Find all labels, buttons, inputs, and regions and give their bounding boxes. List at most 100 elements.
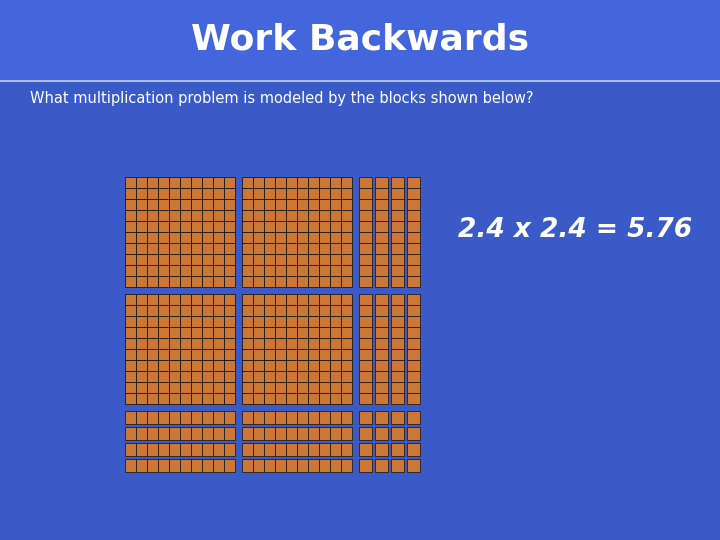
Bar <box>136 188 147 199</box>
Bar <box>319 349 330 360</box>
Bar <box>330 316 341 327</box>
Bar <box>180 360 191 371</box>
Bar <box>147 243 158 254</box>
Bar <box>359 305 372 316</box>
Bar <box>407 188 420 199</box>
Bar <box>391 443 404 456</box>
Bar <box>391 243 404 254</box>
Bar <box>297 360 308 371</box>
Bar <box>202 232 213 243</box>
Bar <box>242 243 253 254</box>
Bar <box>359 177 372 188</box>
Bar <box>136 443 147 456</box>
Bar <box>319 371 330 382</box>
Bar <box>202 411 213 424</box>
Bar <box>180 265 191 276</box>
Bar <box>264 459 275 472</box>
Bar <box>125 294 136 305</box>
Bar <box>253 177 264 188</box>
Bar <box>297 327 308 338</box>
Text: 2.4 x 2.4 = 5.76: 2.4 x 2.4 = 5.76 <box>458 217 692 243</box>
Bar <box>169 276 180 287</box>
Bar <box>158 382 169 393</box>
Bar <box>180 443 191 456</box>
Bar <box>391 199 404 210</box>
Bar <box>286 294 297 305</box>
Bar <box>359 199 372 210</box>
Bar <box>297 254 308 265</box>
Bar <box>264 305 275 316</box>
Bar <box>213 393 224 404</box>
Bar <box>407 265 420 276</box>
Bar <box>242 294 253 305</box>
Text: Work Backwards: Work Backwards <box>191 23 529 57</box>
Bar <box>264 210 275 221</box>
Bar <box>202 427 213 440</box>
Bar <box>253 371 264 382</box>
Bar <box>125 411 136 424</box>
Bar <box>253 265 264 276</box>
Bar <box>169 360 180 371</box>
Bar <box>286 199 297 210</box>
Bar <box>319 210 330 221</box>
Bar <box>297 221 308 232</box>
Bar <box>286 382 297 393</box>
Bar <box>191 243 202 254</box>
Bar <box>341 371 352 382</box>
Bar <box>391 411 404 424</box>
Bar <box>253 459 264 472</box>
Bar <box>242 232 253 243</box>
Bar <box>319 177 330 188</box>
Bar <box>147 459 158 472</box>
Bar <box>169 382 180 393</box>
Bar <box>286 338 297 349</box>
Bar <box>125 243 136 254</box>
Bar <box>308 411 319 424</box>
Bar <box>375 360 388 371</box>
Bar <box>407 360 420 371</box>
Bar <box>147 305 158 316</box>
Bar <box>407 393 420 404</box>
Bar <box>308 254 319 265</box>
Bar <box>359 232 372 243</box>
Bar <box>125 382 136 393</box>
Bar <box>169 305 180 316</box>
Bar <box>375 327 388 338</box>
Bar <box>341 338 352 349</box>
Bar <box>158 177 169 188</box>
Bar <box>297 411 308 424</box>
Bar <box>375 443 388 456</box>
Bar <box>147 232 158 243</box>
Bar <box>191 360 202 371</box>
Bar <box>407 382 420 393</box>
Bar <box>180 316 191 327</box>
Bar <box>319 254 330 265</box>
Bar <box>224 243 235 254</box>
Bar <box>275 294 286 305</box>
Bar <box>253 393 264 404</box>
Bar <box>286 411 297 424</box>
Bar <box>341 360 352 371</box>
Bar <box>407 294 420 305</box>
Bar <box>275 177 286 188</box>
Bar <box>180 177 191 188</box>
Bar <box>275 316 286 327</box>
Bar <box>224 188 235 199</box>
Bar <box>224 443 235 456</box>
Bar <box>180 459 191 472</box>
Bar <box>169 294 180 305</box>
Bar <box>191 305 202 316</box>
Bar <box>202 254 213 265</box>
Bar <box>191 459 202 472</box>
Bar <box>202 360 213 371</box>
Bar <box>242 338 253 349</box>
Bar <box>407 243 420 254</box>
Bar <box>158 254 169 265</box>
Bar <box>407 411 420 424</box>
Bar <box>275 265 286 276</box>
Bar <box>180 411 191 424</box>
Bar <box>224 393 235 404</box>
Bar <box>264 393 275 404</box>
Bar <box>319 232 330 243</box>
Bar <box>330 338 341 349</box>
